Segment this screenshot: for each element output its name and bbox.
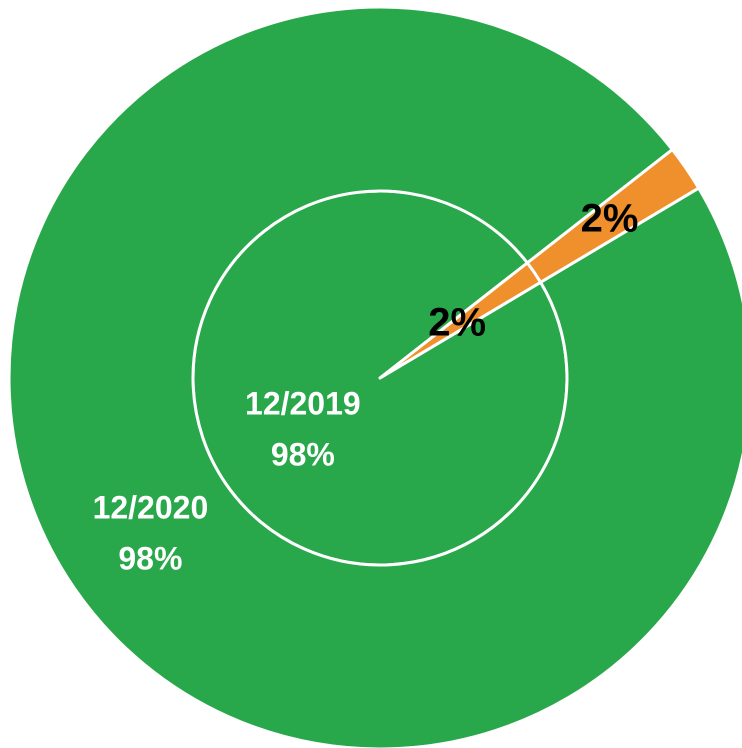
- value-label: 98%: [271, 436, 335, 472]
- wedge: [7, 5, 742, 748]
- series-name-label: 12/2019: [245, 385, 361, 421]
- value-label: 98%: [118, 541, 182, 577]
- value-label: 2%: [428, 301, 486, 345]
- wedge: [525, 148, 701, 284]
- series-name-label: 12/2020: [93, 490, 209, 526]
- value-label: 2%: [581, 196, 639, 240]
